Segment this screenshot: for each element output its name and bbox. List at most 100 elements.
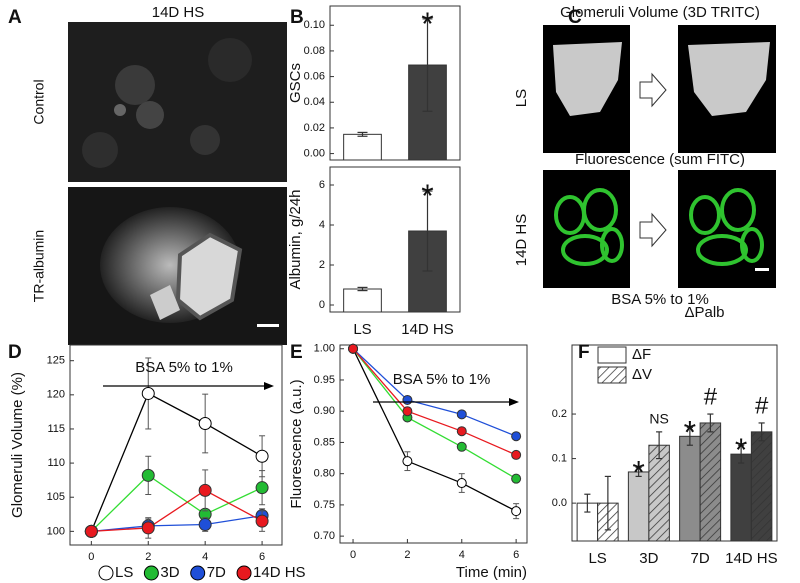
bar xyxy=(699,422,722,542)
y-tick-label: 0.70 xyxy=(314,530,335,542)
plot-frame xyxy=(329,5,461,161)
x-tick-label: 7D xyxy=(691,550,710,567)
x-tick-label: 2 xyxy=(404,549,410,561)
y-tick-label: 115 xyxy=(47,423,65,435)
significance-marker: NS xyxy=(649,411,668,427)
y-tick-label: 0.02 xyxy=(304,122,325,134)
y-tick-label: 0.2 xyxy=(552,408,567,420)
significance-marker: * xyxy=(421,6,433,42)
row-label: TR-albumin xyxy=(31,230,47,302)
y-tick-label: 2 xyxy=(319,259,325,271)
point xyxy=(456,478,467,489)
panel-label: B xyxy=(290,7,304,28)
x-tick-label: 2 xyxy=(145,551,151,563)
plot-frame xyxy=(571,344,778,542)
x-tick-label: 6 xyxy=(513,549,519,561)
x-tick-label: LS xyxy=(588,550,606,567)
point xyxy=(348,343,359,354)
error-bar xyxy=(758,422,765,442)
point xyxy=(255,514,269,528)
panel-title: 14D HS xyxy=(152,4,205,21)
point xyxy=(456,426,467,437)
legend-label: ΔV xyxy=(632,366,652,383)
x-tick-label: 14D HS xyxy=(725,550,778,567)
point xyxy=(198,416,212,430)
point xyxy=(402,456,413,467)
error-bar xyxy=(357,131,368,137)
x-axis-label: Time (min) xyxy=(456,564,527,581)
legend-label: 7D xyxy=(207,564,226,581)
y-tick-label: 0.90 xyxy=(314,405,335,417)
bar xyxy=(343,288,382,313)
y-tick-label: 100 xyxy=(47,525,65,537)
legend-swatch xyxy=(597,346,627,364)
plot-frame xyxy=(69,344,283,546)
error-bar xyxy=(635,466,642,478)
y-tick-label: 0.04 xyxy=(304,96,325,108)
y-tick-label: 1.00 xyxy=(314,343,335,355)
micrograph-tr-albumin xyxy=(68,187,287,345)
point xyxy=(511,473,522,484)
y-tick-label: 120 xyxy=(47,389,65,401)
error-bar xyxy=(686,426,693,446)
point xyxy=(255,481,269,495)
arrow-head xyxy=(264,382,274,390)
x-tick-label: 4 xyxy=(202,551,208,563)
series-line xyxy=(90,392,263,532)
x-tick-label: 0 xyxy=(350,549,356,561)
micrograph-control xyxy=(68,22,287,182)
row-title: Fluorescence (sum FITC) xyxy=(575,151,745,168)
point xyxy=(141,521,155,535)
point xyxy=(511,506,522,517)
significance-marker: # xyxy=(704,383,718,410)
y-tick-label: 0.85 xyxy=(314,436,335,448)
significance-marker: * xyxy=(421,178,433,214)
y-tick-label: 125 xyxy=(47,355,65,367)
plot-frame xyxy=(329,166,461,313)
point xyxy=(141,468,155,482)
x-tick-label: 0 xyxy=(88,551,94,563)
legend-label: LS xyxy=(115,564,133,581)
y-tick-label: 0.06 xyxy=(304,70,325,82)
error-bar xyxy=(604,475,611,531)
series-line xyxy=(352,348,517,480)
series-line xyxy=(352,348,517,512)
y-tick-label: 6 xyxy=(319,179,325,191)
bar xyxy=(343,133,382,161)
significance-marker: * xyxy=(735,432,747,468)
error-bar xyxy=(422,190,433,272)
legend-swatch xyxy=(597,366,627,384)
row-label: Control xyxy=(31,79,47,124)
x-tick-label: 4 xyxy=(459,549,465,561)
legend-label: 14D HS xyxy=(253,564,306,581)
bar xyxy=(648,444,670,542)
panel-label: C xyxy=(568,7,582,28)
row-label: 14D HS xyxy=(513,214,530,267)
series-line xyxy=(90,474,263,532)
legend-marker xyxy=(236,565,252,581)
panel-label: D xyxy=(8,342,22,363)
y-tick-label: 110 xyxy=(47,457,65,469)
panel-label: A xyxy=(8,7,22,28)
chart-title: ΔPalb xyxy=(684,304,724,321)
y-axis-label: GSCs xyxy=(287,63,304,103)
point xyxy=(84,524,98,538)
legend-label: 3D xyxy=(160,564,179,581)
x-tick-label: 14D HS xyxy=(401,321,454,338)
y-tick-label: 0.08 xyxy=(304,45,325,57)
legend-marker xyxy=(190,565,206,581)
point xyxy=(198,518,212,532)
panel-label: F xyxy=(578,342,590,363)
y-axis-label: Albumin, g/24h xyxy=(287,189,304,289)
bar xyxy=(679,435,701,542)
y-tick-label: 105 xyxy=(47,491,65,503)
panel-label: E xyxy=(290,342,303,363)
caption: BSA 5% to 1% xyxy=(611,291,709,308)
row-label: LS xyxy=(513,89,530,107)
significance-marker: * xyxy=(632,455,644,491)
error-bar xyxy=(738,444,745,464)
x-tick-label: LS xyxy=(353,321,371,338)
legend-label: ΔF xyxy=(632,346,651,363)
legend-marker xyxy=(143,565,159,581)
